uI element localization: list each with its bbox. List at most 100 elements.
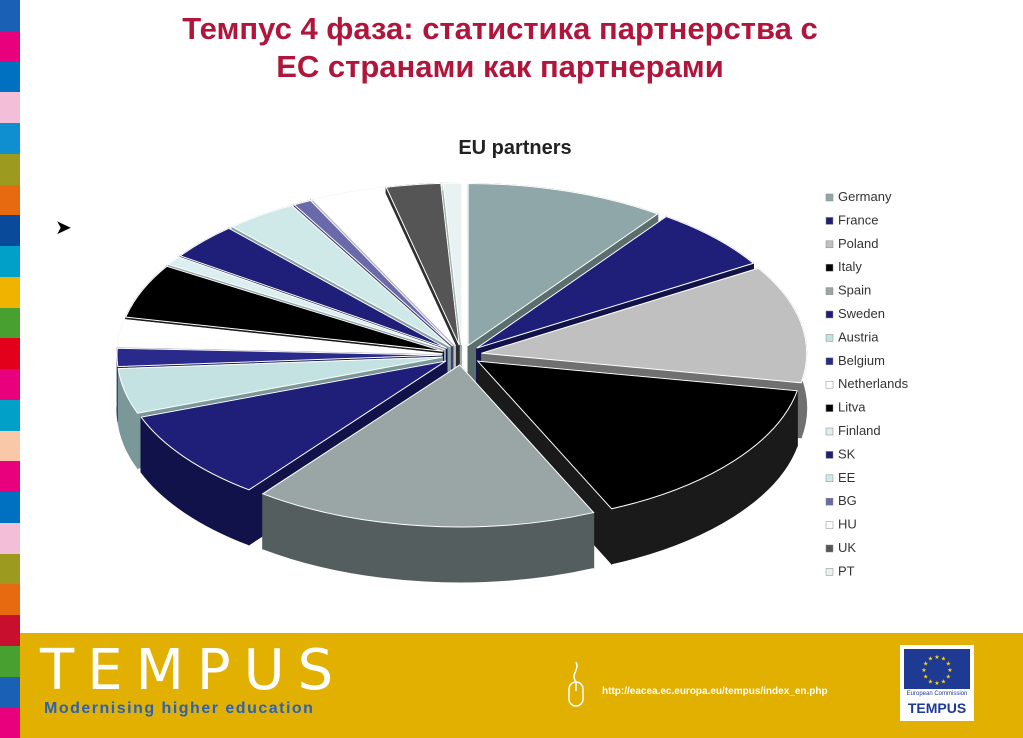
eu-star-icon: ★ <box>928 656 933 663</box>
eu-tempus-logo: ★ ★ ★ ★ ★ ★ ★ ★ ★ ★ ★ ★ European Commission TEMPUS <box>900 645 974 721</box>
legend-label: Germany <box>838 189 892 204</box>
footer-bar <box>20 633 1023 738</box>
legend-label: Netherlands <box>838 376 909 391</box>
legend-swatch <box>825 357 834 366</box>
legend-swatch <box>825 568 834 576</box>
pie-slice-pt <box>442 182 462 346</box>
legend-swatch <box>825 287 834 295</box>
legend-label: Austria <box>838 329 879 344</box>
eu-star-icon: ★ <box>921 667 926 674</box>
strip-block <box>0 184 20 216</box>
legend-swatch <box>825 427 834 436</box>
legend-label: EE <box>838 470 856 485</box>
pie-slice-litva <box>125 265 444 352</box>
pie-slice-ee <box>231 204 451 348</box>
legend-swatch <box>825 521 834 529</box>
legend-label: Sweden <box>838 306 885 321</box>
legend-swatch <box>825 497 834 506</box>
legend-swatch <box>825 380 834 389</box>
legend-swatch <box>825 240 834 249</box>
pie-slice-uk <box>385 182 460 346</box>
eu-star-icon: ★ <box>934 654 939 661</box>
legend-label: Italy <box>838 259 862 274</box>
mouse-icon <box>568 662 584 707</box>
legend-label: Belgium <box>838 353 885 368</box>
pie-slice-poland <box>481 267 808 384</box>
eu-star-icon: ★ <box>946 661 951 668</box>
strip-block <box>0 338 20 369</box>
eu-star-icon: ★ <box>934 680 939 687</box>
pie-slice-finland <box>167 256 446 350</box>
legend-swatch <box>825 193 834 202</box>
strip-block <box>0 645 20 677</box>
strip-block <box>0 430 20 462</box>
eu-partners-pie-chart: EU partners Germany France Poland Italy Spai… <box>116 137 909 583</box>
slide-title: Темпус 4 фаза: статистика партнерства с … <box>60 10 940 86</box>
legend-label: PT <box>838 563 855 578</box>
legend-label: Litva <box>838 400 866 415</box>
eu-star-icon: ★ <box>928 678 933 685</box>
eu-star-icon: ★ <box>941 678 946 685</box>
legend-label: France <box>838 212 878 227</box>
pie-slice-spain <box>261 364 595 528</box>
strip-block <box>0 492 20 523</box>
strip-block <box>0 30 20 62</box>
eu-stars-icon: ★★★★★★★★★ ★ ★★ <box>921 654 952 687</box>
pie-slice-italy <box>476 360 798 510</box>
strip-block <box>0 276 20 308</box>
eu-star-icon: ★ <box>946 674 951 681</box>
strip-block <box>0 0 20 31</box>
strip-block <box>0 61 20 93</box>
tempus-tagline: Modernising higher education <box>44 700 315 717</box>
legend-label: Poland <box>838 236 878 251</box>
legend-swatch <box>825 334 834 342</box>
eu-flag-icon: ★ ★ ★ ★ ★ ★ ★ ★ ★ ★ ★ ★ <box>904 649 970 689</box>
slide-title-line2: ЕС странами как партнерами <box>276 49 724 84</box>
eu-star-icon: ★ <box>947 667 952 674</box>
strip-block <box>0 461 20 492</box>
strip-block <box>0 369 20 400</box>
legend-label: UK <box>838 540 856 555</box>
pie-slice-netherlands <box>116 319 443 355</box>
strip-block <box>0 399 20 431</box>
pie-slice-austria <box>117 356 443 414</box>
legend-swatch <box>825 404 834 412</box>
strip-block <box>0 584 20 615</box>
eu-star-icon: ★ <box>923 674 928 681</box>
strip-block <box>0 153 20 185</box>
strip-block <box>0 676 20 708</box>
strip-block <box>0 553 20 585</box>
decorative-color-strip <box>0 0 20 738</box>
strip-block <box>0 123 20 154</box>
legend-swatch <box>825 310 834 319</box>
slide-title-line1: Темпус 4 фаза: статистика партнерства с <box>182 11 818 46</box>
legend-label: Spain <box>838 283 871 298</box>
eu-caption: European Commission <box>906 691 968 697</box>
legend-swatch <box>825 451 834 459</box>
strip-block <box>0 707 20 738</box>
footer-url-link[interactable]: http://eacea.ec.europa.eu/tempus/index_e… <box>602 686 828 697</box>
tempus-logo: TEMPUS <box>40 638 347 703</box>
legend-swatch <box>825 474 834 483</box>
strip-block <box>0 215 20 246</box>
strip-block <box>0 522 20 554</box>
chart-title: EU partners <box>458 137 571 159</box>
legend-label: BG <box>838 493 857 508</box>
strip-block <box>0 92 20 123</box>
eu-tempus-label: TEMPUS <box>907 700 967 716</box>
pie-slice-hu <box>312 187 456 346</box>
legend-swatch <box>825 217 834 225</box>
strip-block <box>0 246 20 277</box>
pie-slice-germany <box>467 182 659 347</box>
pie-slice-bg <box>293 199 454 347</box>
legend-label: SK <box>838 446 856 461</box>
chart-legend: Germany France Poland Italy Spain Sweden Austr… <box>825 189 909 578</box>
pie-slice-sk <box>179 227 448 349</box>
pie-slice-france <box>476 216 755 349</box>
legend-swatch <box>825 544 834 553</box>
arrow-bullet-icon: ➤ <box>55 217 72 239</box>
eu-star-icon: ★ <box>923 661 928 668</box>
pie-slice-belgium <box>116 347 443 368</box>
strip-block <box>0 307 20 339</box>
legend-swatch <box>825 263 834 272</box>
